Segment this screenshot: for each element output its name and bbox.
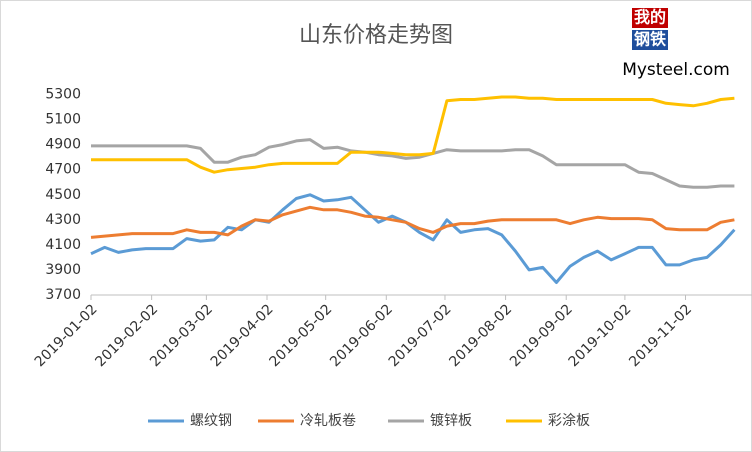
y-tick-label: 4900	[45, 137, 81, 153]
series-line	[90, 193, 736, 284]
logo-text: Mysteel.com	[622, 60, 730, 80]
legend-label: 冷轧板卷	[300, 413, 356, 429]
y-tick-label: 5300	[45, 87, 81, 103]
y-tick-label: 3900	[45, 262, 81, 278]
series-line	[90, 205, 735, 239]
y-tick-label: 4500	[45, 187, 81, 203]
y-tick-label: 5100	[45, 112, 81, 128]
logo-text: 我的	[634, 8, 666, 27]
y-tick-label: 4100	[45, 237, 81, 253]
logo-text: 钢铁	[634, 30, 666, 49]
legend-label: 彩涂板	[548, 413, 590, 429]
y-tick-label: 3700	[45, 287, 81, 303]
series-line	[91, 95, 735, 174]
chart-title: 山东价格走势图	[299, 23, 453, 48]
y-tick-label: 4700	[45, 162, 81, 178]
series-line	[91, 138, 735, 189]
legend-label: 螺纹钢	[190, 413, 232, 429]
logo-box	[632, 30, 668, 50]
logo: 我的 钢铁 Mysteel.com	[622, 8, 730, 81]
legend-label: 镀锌板	[430, 412, 472, 429]
y-tick-label: 4300	[45, 212, 81, 228]
logo-box	[632, 8, 668, 28]
